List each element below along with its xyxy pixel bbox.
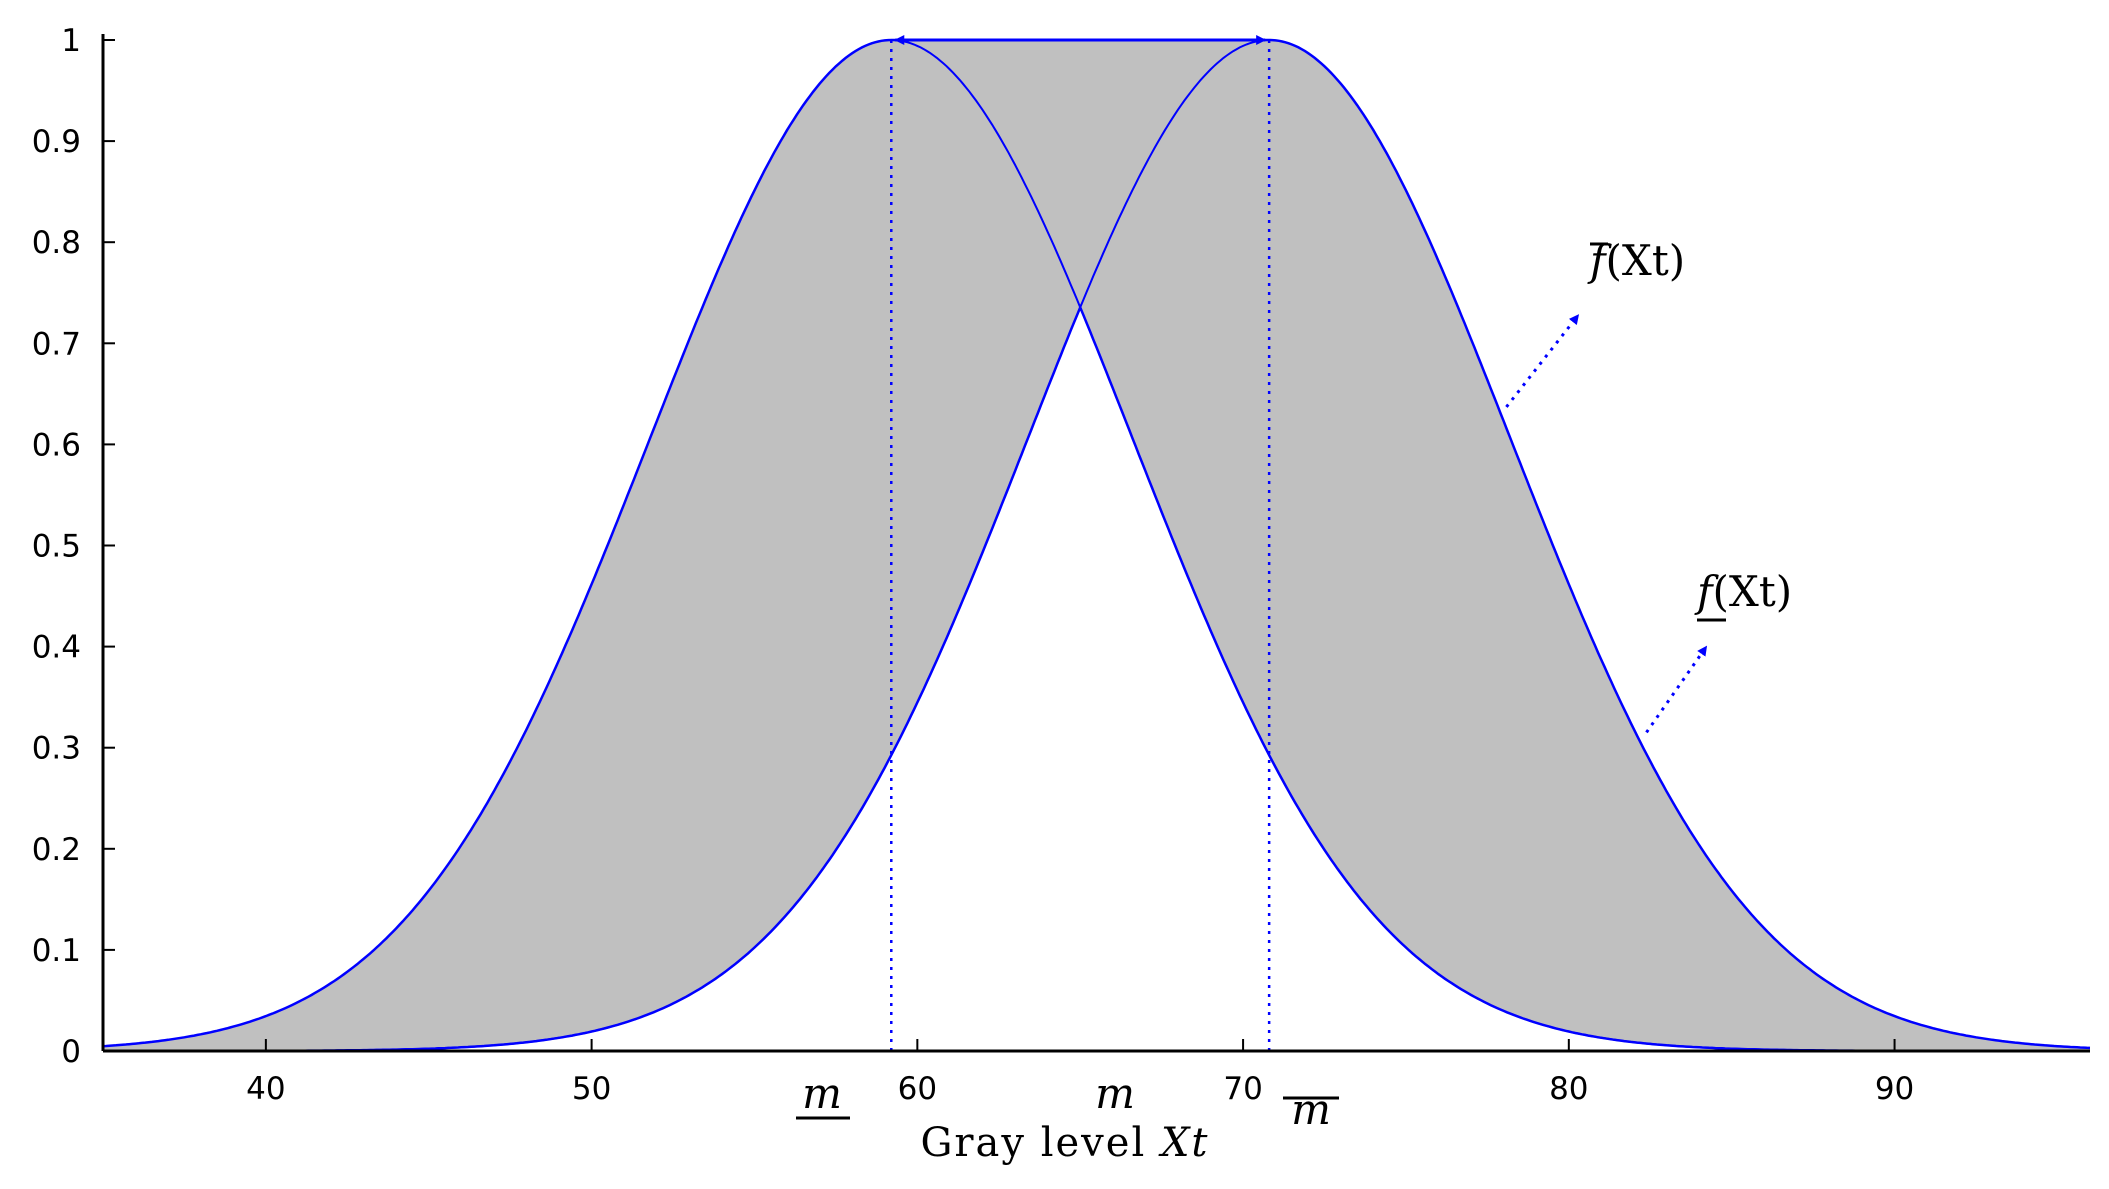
fou-fill [103,40,2090,1051]
x-tick-label-90: 90 [1875,1071,1914,1107]
y-tick-label-0.9: 0.9 [32,124,81,160]
annotations [1505,314,1708,734]
x-tick-label-70: 70 [1223,1071,1262,1107]
x-tick-label-80: 80 [1549,1071,1588,1107]
svg-text:m: m [802,1069,842,1118]
svg-text:f(Xt): f(Xt) [1587,236,1685,285]
axes [101,34,2090,1053]
x-tick-label-50: 50 [572,1071,611,1107]
x-axis-label-variable: Xt [1158,1120,1210,1166]
y-tick-label-1: 1 [61,23,81,59]
mean-label-m: m [1095,1069,1135,1118]
x-tick-label-60: 60 [898,1071,937,1107]
y-tick-label-0.6: 0.6 [32,427,81,463]
lower-curve-label: f(Xt) [1694,567,1792,622]
x-axis-label-prefix: Gray level [920,1120,1160,1166]
svg-text:m: m [1291,1085,1331,1134]
y-tick-label-0: 0 [61,1034,81,1070]
x-tick-label-40: 40 [246,1071,285,1107]
y-tick-label-0.4: 0.4 [32,630,81,666]
y-tick-label-0.5: 0.5 [32,529,81,565]
y-tick-label-0.2: 0.2 [32,832,81,868]
mean-guide-lines [890,35,1271,1051]
x-axis-label: Gray level Xt [920,1120,1209,1166]
y-tick-label-0.7: 0.7 [32,326,81,362]
upper-curve-label: f(Xt) [1587,236,1685,285]
y-tick-label-0.3: 0.3 [32,731,81,767]
axis-ticks: 40 50 60 70 80 90 0 0.1 0.2 0.3 0.4 0.5 0.6 0.7 0.8 0.9… [32,23,1915,1107]
lower-label-pointer [1645,645,1708,734]
svg-text:f(Xt): f(Xt) [1694,567,1792,616]
y-tick-label-0.1: 0.1 [32,933,81,969]
footprint-of-uncertainty-area [103,40,2090,1051]
mean-label-m-upper: m [1283,1085,1339,1134]
y-tick-label-0.8: 0.8 [32,225,81,261]
svg-text:m: m [1095,1069,1135,1118]
mean-label-m-lower: m [796,1069,850,1120]
upper-label-pointer [1505,314,1580,408]
